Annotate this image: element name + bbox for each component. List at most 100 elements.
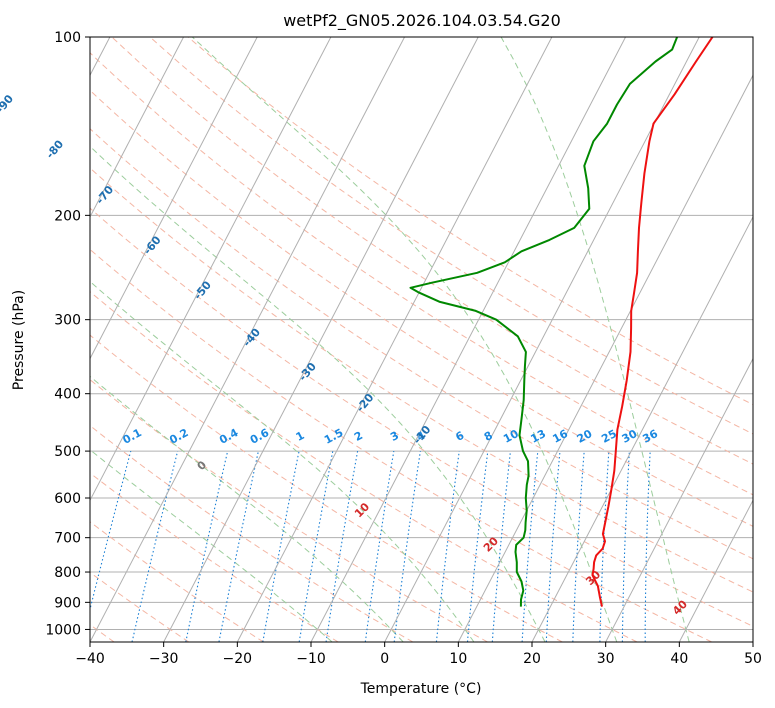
y-tick-label: 700 [54,531,81,547]
isotherm [90,37,332,502]
x-axis-ticks: −40 −30 −20 −10 0 10 20 30 40 50 [75,642,762,667]
mixing-ratio-label: 10 [501,427,521,446]
moist-adiabat-label: 0 [195,458,210,473]
dry-adiabat-label: -80 [44,137,67,161]
isotherm [752,640,753,642]
mixing-ratio-label: 16 [550,427,570,446]
isotherm [90,37,258,360]
moist-adiabat [90,145,546,642]
dry-adiabat [90,291,638,642]
dry-adiabat-label: -90 [0,92,16,116]
isotherm [531,215,753,642]
background-lines [90,37,753,642]
y-tick-label: 900 [54,595,81,611]
x-tick-label: 10 [449,651,467,667]
y-tick-label: 500 [54,444,81,460]
moist-adiabat-label: 40 [670,597,690,617]
mixing-ratio-line [621,451,630,642]
mixing-ratio-label: 2 [352,429,365,444]
mixing-ratio-label: 0.6 [248,426,272,447]
x-tick-label: 0 [380,651,389,667]
dry-adiabat [90,128,753,560]
dry-adiabat [187,37,753,406]
mixing-ratio-line [521,451,539,642]
mixing-ratio-line [185,450,229,642]
chart-title: wetPf2_GN05.2026.104.03.54.G20 [283,11,561,31]
dry-adiabat [90,424,414,642]
isotherm [310,37,627,642]
x-tick-label: 50 [744,651,762,667]
sounding-profiles [409,37,714,607]
y-tick-label: 800 [54,565,81,581]
x-tick-label: 30 [597,651,615,667]
mixing-ratio-line [599,451,610,642]
y-tick-label: 400 [54,387,81,403]
mixing-ratio-line [364,451,395,642]
isotherm [384,37,700,642]
dry-adiabat [90,89,753,527]
moist-adiabat [500,37,690,642]
isotherm [678,499,753,642]
y-tick-label: 1000 [45,622,81,638]
mixing-ratio-label: 20 [575,427,595,446]
temperature-line [591,37,714,607]
dry-adiabat [90,334,563,642]
mixing-ratio-line [644,451,651,642]
y-axis-ticks: 100 200 300 400 500 600 700 800 900 1000 [45,30,90,638]
isotherm [90,37,185,219]
y-tick-label: 200 [54,208,81,224]
isotherm [163,37,479,642]
dry-adiabat [90,207,753,627]
mixing-ratio-label: 30 [620,427,640,446]
x-tick-label: −40 [75,651,105,667]
dry-adiabat [90,379,488,642]
dry-adiabat [90,571,190,642]
mixing-ratio-line [90,450,132,612]
y-tick-label: 300 [54,313,81,329]
mixing-ratio-label: 25 [599,427,619,446]
mixing-ratio-label: 1.5 [322,426,345,447]
y-axis-label: Pressure (hPa) [11,290,27,390]
y-tick-label: 100 [54,30,81,46]
mixing-ratio-label: 0.2 [167,426,190,447]
mixing-ratio-line [325,451,359,642]
mixing-ratio-line [262,450,300,642]
x-tick-label: −10 [296,651,326,667]
mixing-ratio-line [131,450,179,642]
isotherm [90,37,406,642]
dry-adiabat [90,472,339,642]
dry-adiabat [90,52,753,496]
mixing-ratio-label: 36 [640,427,660,446]
mixing-ratio-label: 3 [388,429,401,444]
isotherm [605,357,753,642]
mixing-ratio-label: 13 [528,427,548,446]
mixing-ratio-label: 1 [294,429,307,444]
moist-adiabat [90,280,475,642]
mixing-ratio-label: 8 [482,429,495,444]
isotherm [236,37,553,642]
moist-adiabat [90,375,404,642]
mixing-ratio-line [298,450,334,642]
x-tick-label: 20 [523,651,541,667]
plot-frame [89,36,754,643]
x-tick-label: −20 [223,651,253,667]
mixing-ratio-line [545,451,561,642]
x-tick-label: 40 [670,651,688,667]
x-tick-label: −30 [149,651,179,667]
y-tick-label: 600 [54,491,81,507]
dry-adiabat [90,248,712,642]
mixing-ratio-line [466,451,489,642]
mixing-ratio-label: 0.1 [121,426,144,447]
moist-adiabat [90,449,333,642]
mixing-ratio-line [491,451,512,642]
dewpoint-line [409,37,679,607]
x-axis-label: Temperature (°C) [360,681,482,697]
mixing-ratio-label: 6 [453,429,466,444]
mixing-ratio-label: 0.4 [217,426,241,447]
isotherm [457,74,753,642]
mixing-ratio-line [572,451,585,642]
dry-adiabat [90,167,753,593]
mixing-ratio-line [435,451,460,642]
mixing-ratio-line [393,451,421,642]
